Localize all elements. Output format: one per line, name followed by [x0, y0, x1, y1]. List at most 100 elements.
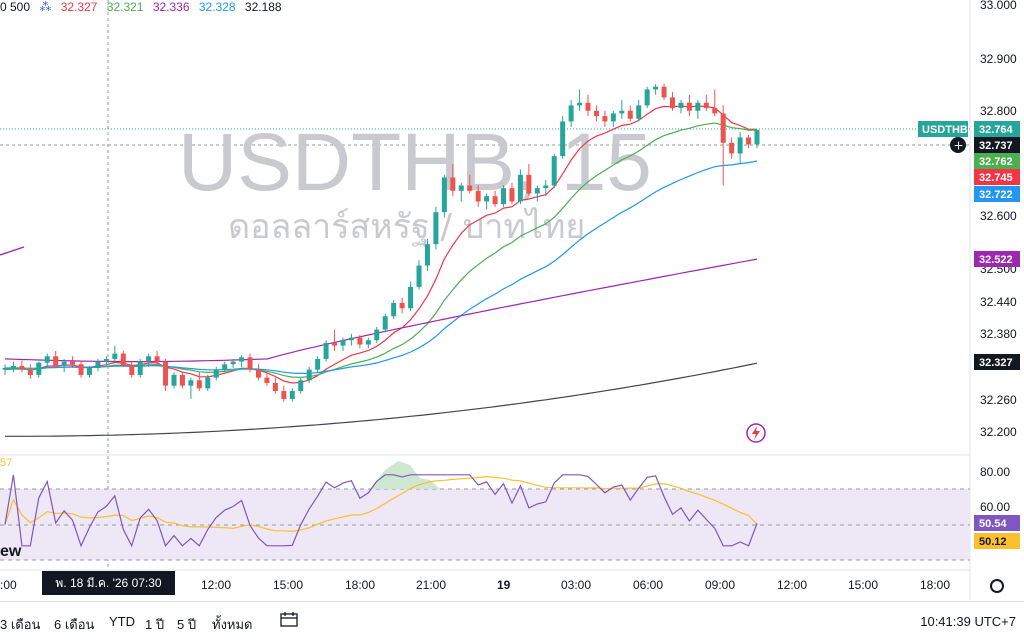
- candle-body: [670, 97, 676, 109]
- candle-body: [230, 361, 236, 365]
- candle-body: [450, 177, 456, 191]
- time-label: 12:00: [777, 578, 807, 592]
- candle-body: [543, 185, 549, 189]
- candle-body: [568, 105, 574, 122]
- range-button-5y[interactable]: 5 ปี: [177, 617, 197, 632]
- candle-body: [619, 110, 625, 114]
- rsi-axis-label: 80.00: [980, 465, 1010, 479]
- ema-red-line: [4, 105, 758, 384]
- time-label: 15:00: [273, 578, 303, 592]
- crosshair-price-tag: [974, 137, 1020, 153]
- range-button-all[interactable]: ทั้งหมด: [212, 617, 253, 632]
- ema-purple-line: [4, 258, 758, 363]
- range-button-ytd[interactable]: YTD: [109, 614, 135, 629]
- candle-body: [585, 102, 591, 111]
- settings-gear-icon[interactable]: [990, 579, 1004, 593]
- candle-body: [357, 337, 363, 345]
- time-label: 15:00: [848, 578, 878, 592]
- time-label: 21:00: [416, 578, 446, 592]
- ema-red-tag: [974, 169, 1020, 185]
- candle-body: [36, 362, 42, 375]
- add-alert-icon[interactable]: [950, 137, 966, 153]
- candle-body: [391, 302, 397, 317]
- price-label: 32.200: [980, 425, 1017, 439]
- candle-body: [382, 316, 388, 330]
- crosshair-price-value: 32.737: [979, 140, 1013, 152]
- candle-body: [120, 353, 126, 366]
- candle-body: [754, 129, 760, 145]
- price-label: 33.000: [980, 0, 1017, 12]
- indicator-period: 0 500: [0, 0, 31, 14]
- candle-body: [365, 340, 371, 345]
- candle-body: [340, 340, 346, 346]
- time-label: :00: [0, 578, 17, 592]
- candle-body: [205, 377, 211, 389]
- symbol-tag-bg: [918, 121, 968, 137]
- time-axis[interactable]: :00 12:00 15:00 18:00 21:00 19 03:00 06:…: [0, 578, 950, 592]
- price-label: 32.600: [980, 209, 1017, 223]
- candle-body: [332, 342, 338, 346]
- candle-body: [163, 361, 169, 386]
- price-axis[interactable]: 33.000 32.900 32.800 32.600 32.500 32.44…: [980, 0, 1017, 514]
- price-label: 32.800: [980, 104, 1017, 118]
- indicator-value: 32.327: [60, 0, 98, 14]
- rsi-layer: [4, 474, 758, 548]
- clock-display[interactable]: 10:41:39 UTC+7: [920, 614, 1016, 629]
- candle-body: [315, 358, 321, 370]
- indicator-value: 32.336: [152, 0, 190, 14]
- candle-body: [247, 357, 253, 370]
- candle-body: [179, 374, 185, 386]
- indicator-value: 32.328: [198, 0, 236, 14]
- rsi-line: [4, 474, 758, 548]
- plus-glyph: +: [954, 139, 964, 153]
- bottom-toolbar: 3 เดือน 6 เดือน YTD 1 ปี 5 ปี ทั้งหมด 10…: [0, 601, 1024, 644]
- candle-body: [729, 142, 735, 154]
- time-label: 12:00: [201, 578, 231, 592]
- ema-black-value: 32.327: [979, 357, 1013, 369]
- calendar-icon[interactable]: [280, 611, 298, 627]
- candle-body: [27, 369, 33, 375]
- rsi-axis-label: 60.00: [980, 500, 1010, 514]
- candle-body: [560, 121, 566, 157]
- candle-body: [272, 382, 278, 391]
- indicator-value: 32.321: [106, 0, 144, 14]
- ema-blue-tag: [974, 186, 1020, 202]
- range-button-6m[interactable]: 6 เดือน: [54, 617, 95, 632]
- candle-body: [323, 342, 329, 359]
- last-price-tag: [974, 121, 1020, 137]
- candle-body: [577, 102, 583, 106]
- price-label: 32.900: [980, 52, 1017, 66]
- indicator-legend[interactable]: 0 500 ⁂ 32.327 32.321 32.336 32.328 32.1…: [0, 0, 288, 14]
- flash-icon[interactable]: [746, 423, 766, 443]
- candle-body: [467, 185, 473, 191]
- candle-body: [95, 361, 101, 369]
- rsi-ma-value: 50.12: [979, 536, 1007, 548]
- indicator-toggle-icon[interactable]: ⁂: [39, 0, 52, 14]
- candle-body: [103, 358, 109, 362]
- candle-body: [746, 137, 752, 145]
- candle-body: [484, 196, 490, 202]
- candle-body: [636, 105, 642, 119]
- candle-body: [112, 353, 118, 359]
- ema-black-line: [5, 362, 758, 437]
- rsi-overbought-fill: [370, 461, 440, 489]
- ema-green-tag: [974, 153, 1020, 169]
- time-label: 03:00: [561, 578, 591, 592]
- candle-body: [399, 302, 405, 309]
- candle-body: [44, 356, 50, 363]
- candle-body: [441, 177, 447, 213]
- candle-body: [70, 361, 76, 365]
- ema-blue-value: 32.722: [979, 189, 1013, 201]
- candle-body: [374, 329, 380, 341]
- range-button-3m[interactable]: 3 เดือน: [0, 617, 41, 632]
- candle-body: [492, 196, 498, 205]
- candle-body: [720, 113, 726, 143]
- time-label-day: 19: [497, 578, 511, 592]
- watermark-description: ดอลลาร์สหรัฐ / บาทไทย: [228, 207, 585, 247]
- logo-fragment: ew: [0, 543, 22, 560]
- candle-body: [86, 368, 92, 375]
- candle-body: [146, 356, 152, 362]
- candle-body: [737, 137, 743, 154]
- range-button-1y[interactable]: 1 ปี: [145, 617, 165, 632]
